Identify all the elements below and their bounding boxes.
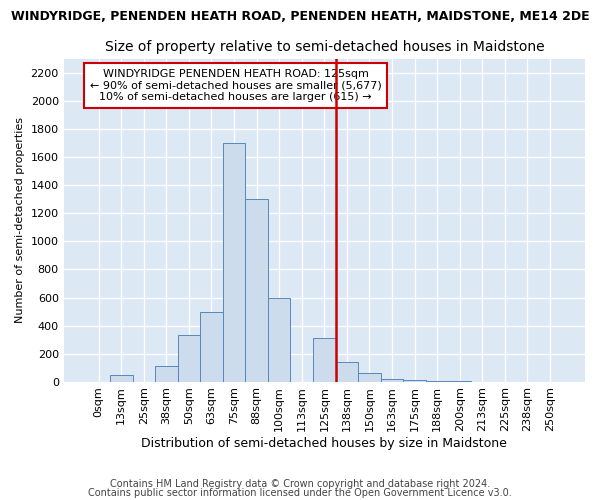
Bar (358, 373, 381, 382)
Bar (335, 362, 358, 382)
Text: WINDYRIDGE, PENENDEN HEATH ROAD, PENENDEN HEATH, MAIDSTONE, ME14 2DE: WINDYRIDGE, PENENDEN HEATH ROAD, PENENDE… (11, 10, 589, 23)
Bar (178, 336, 200, 382)
Text: Contains public sector information licensed under the Open Government Licence v3: Contains public sector information licen… (88, 488, 512, 498)
Bar (403, 380, 426, 382)
X-axis label: Distribution of semi-detached houses by size in Maidstone: Distribution of semi-detached houses by … (142, 437, 507, 450)
Bar (200, 312, 223, 382)
Bar (223, 144, 245, 382)
Bar (313, 338, 335, 382)
Bar (268, 298, 290, 382)
Y-axis label: Number of semi-detached properties: Number of semi-detached properties (15, 118, 25, 324)
Bar (381, 379, 403, 382)
Text: WINDYRIDGE PENENDEN HEATH ROAD: 125sqm
← 90% of semi-detached houses are smaller: WINDYRIDGE PENENDEN HEATH ROAD: 125sqm ←… (90, 69, 382, 102)
Bar (426, 381, 448, 382)
Title: Size of property relative to semi-detached houses in Maidstone: Size of property relative to semi-detach… (104, 40, 544, 54)
Bar (155, 366, 178, 382)
Bar (110, 374, 133, 382)
Text: Contains HM Land Registry data © Crown copyright and database right 2024.: Contains HM Land Registry data © Crown c… (110, 479, 490, 489)
Bar (245, 200, 268, 382)
